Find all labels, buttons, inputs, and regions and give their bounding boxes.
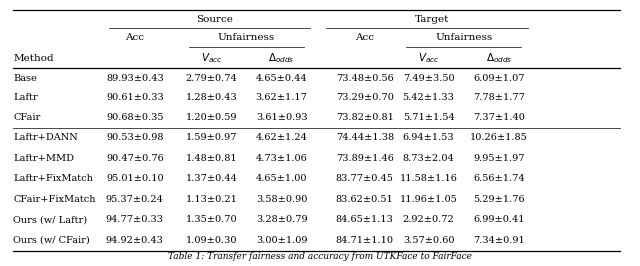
Text: Method: Method xyxy=(13,54,54,63)
Text: 74.44±1.38: 74.44±1.38 xyxy=(335,134,394,143)
Text: 6.99±0.41: 6.99±0.41 xyxy=(473,215,525,225)
Text: $\Delta_{odds}$: $\Delta_{odds}$ xyxy=(486,52,512,65)
Text: 3.62±1.17: 3.62±1.17 xyxy=(256,93,308,102)
Text: 5.42±1.33: 5.42±1.33 xyxy=(403,93,454,102)
Text: 1.09±0.30: 1.09±0.30 xyxy=(186,236,237,245)
Text: 73.82±0.81: 73.82±0.81 xyxy=(336,113,394,122)
Text: 9.95±1.97: 9.95±1.97 xyxy=(473,154,525,163)
Text: 7.34±0.91: 7.34±0.91 xyxy=(473,236,525,245)
Text: 4.73±1.06: 4.73±1.06 xyxy=(256,154,308,163)
Text: 10.26±1.85: 10.26±1.85 xyxy=(470,134,528,143)
Text: 11.96±1.05: 11.96±1.05 xyxy=(400,195,458,204)
Text: 95.01±0.10: 95.01±0.10 xyxy=(106,174,164,184)
Text: Unfairness: Unfairness xyxy=(218,33,275,42)
Text: 4.65±1.00: 4.65±1.00 xyxy=(256,174,307,184)
Text: 1.59±0.97: 1.59±0.97 xyxy=(186,134,237,143)
Text: 1.13±0.21: 1.13±0.21 xyxy=(186,195,237,204)
Text: 6.56±1.74: 6.56±1.74 xyxy=(473,174,525,184)
Text: Laftr: Laftr xyxy=(13,93,38,102)
Text: 90.53±0.98: 90.53±0.98 xyxy=(106,134,164,143)
Text: 3.57±0.60: 3.57±0.60 xyxy=(403,236,454,245)
Text: 94.77±0.33: 94.77±0.33 xyxy=(106,215,164,225)
Text: Acc: Acc xyxy=(355,33,374,42)
Text: 3.61±0.93: 3.61±0.93 xyxy=(256,113,307,122)
Text: 5.29±1.76: 5.29±1.76 xyxy=(473,195,525,204)
Text: 3.58±0.90: 3.58±0.90 xyxy=(256,195,307,204)
Text: Ours (w/ CFair): Ours (w/ CFair) xyxy=(13,236,90,245)
Text: 8.73±2.04: 8.73±2.04 xyxy=(403,154,454,163)
Text: 6.09±1.07: 6.09±1.07 xyxy=(473,74,525,83)
Text: Table 1: Transfer fairness and accuracy from UTKFace to FairFace: Table 1: Transfer fairness and accuracy … xyxy=(168,252,472,260)
Text: 84.65±1.13: 84.65±1.13 xyxy=(336,215,394,225)
Text: $V_{acc}$: $V_{acc}$ xyxy=(418,52,439,65)
Text: 73.29±0.70: 73.29±0.70 xyxy=(336,93,394,102)
Text: 1.28±0.43: 1.28±0.43 xyxy=(186,93,237,102)
Text: $V_{acc}$: $V_{acc}$ xyxy=(201,52,222,65)
Text: Source: Source xyxy=(196,15,233,24)
Text: 11.58±1.16: 11.58±1.16 xyxy=(399,174,458,184)
Text: 1.20±0.59: 1.20±0.59 xyxy=(186,113,237,122)
Text: CFair: CFair xyxy=(13,113,41,122)
Text: 83.77±0.45: 83.77±0.45 xyxy=(336,174,394,184)
Text: 95.37±0.24: 95.37±0.24 xyxy=(106,195,164,204)
Text: 1.35±0.70: 1.35±0.70 xyxy=(186,215,237,225)
Text: 1.37±0.44: 1.37±0.44 xyxy=(186,174,237,184)
Text: 3.00±1.09: 3.00±1.09 xyxy=(256,236,307,245)
Text: 73.89±1.46: 73.89±1.46 xyxy=(336,154,394,163)
Text: 90.68±0.35: 90.68±0.35 xyxy=(106,113,164,122)
Text: $\Delta_{odds}$: $\Delta_{odds}$ xyxy=(268,52,295,65)
Text: 83.62±0.51: 83.62±0.51 xyxy=(336,195,394,204)
Text: Laftr+DANN: Laftr+DANN xyxy=(13,134,78,143)
Text: 90.61±0.33: 90.61±0.33 xyxy=(106,93,164,102)
Text: 2.79±0.74: 2.79±0.74 xyxy=(186,74,237,83)
Text: 3.28±0.79: 3.28±0.79 xyxy=(256,215,307,225)
Text: 73.48±0.56: 73.48±0.56 xyxy=(336,74,394,83)
Text: 6.94±1.53: 6.94±1.53 xyxy=(403,134,454,143)
Text: 1.48±0.81: 1.48±0.81 xyxy=(186,154,237,163)
Text: 89.93±0.43: 89.93±0.43 xyxy=(106,74,164,83)
Text: Ours (w/ Laftr): Ours (w/ Laftr) xyxy=(13,215,88,225)
Text: CFair+FixMatch: CFair+FixMatch xyxy=(13,195,96,204)
Text: 2.92±0.72: 2.92±0.72 xyxy=(403,215,454,225)
Text: 7.37±1.40: 7.37±1.40 xyxy=(473,113,525,122)
Text: 4.62±1.24: 4.62±1.24 xyxy=(256,134,308,143)
Text: 94.92±0.43: 94.92±0.43 xyxy=(106,236,164,245)
Text: 4.65±0.44: 4.65±0.44 xyxy=(256,74,307,83)
Text: Unfairness: Unfairness xyxy=(435,33,492,42)
Text: 7.49±3.50: 7.49±3.50 xyxy=(403,74,454,83)
Text: Target: Target xyxy=(415,15,449,24)
Text: 7.78±1.77: 7.78±1.77 xyxy=(473,93,525,102)
Text: 90.47±0.76: 90.47±0.76 xyxy=(106,154,164,163)
Text: 5.71±1.54: 5.71±1.54 xyxy=(403,113,454,122)
Text: 84.71±1.10: 84.71±1.10 xyxy=(336,236,394,245)
Text: Base: Base xyxy=(13,74,37,83)
Text: Acc: Acc xyxy=(125,33,144,42)
Text: Laftr+MMD: Laftr+MMD xyxy=(13,154,74,163)
Text: Laftr+FixMatch: Laftr+FixMatch xyxy=(13,174,93,184)
